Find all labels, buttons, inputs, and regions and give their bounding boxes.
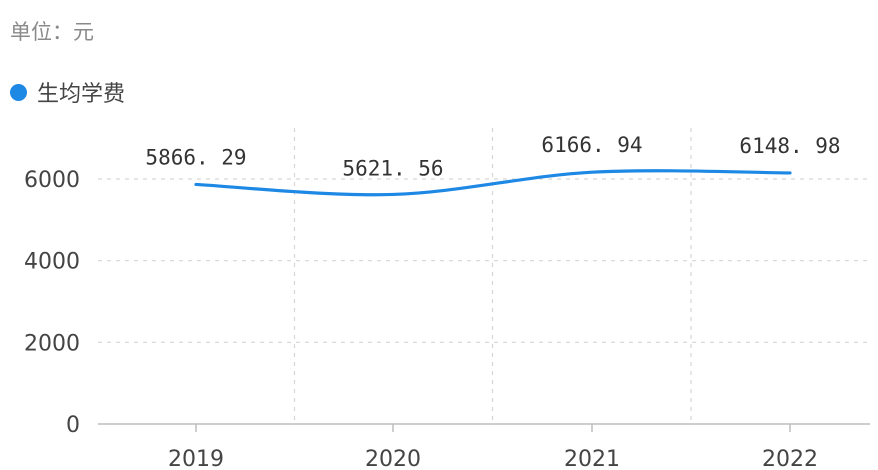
legend-marker-icon (10, 83, 27, 101)
unit-label: 单位：元 (10, 20, 94, 44)
y-tick-label: 2000 (24, 331, 80, 356)
series (194, 169, 792, 197)
y-tick-label: 0 (66, 413, 80, 438)
data-label: 5866. 29 (145, 145, 246, 169)
x-axis: 2019 2020 2021 2022 (98, 423, 870, 470)
x-tick-label: 2020 (365, 447, 421, 470)
y-tick-label: 4000 (24, 250, 80, 275)
y-axis: 0 2000 4000 6000 (24, 168, 80, 438)
data-label: 5621. 56 (342, 156, 443, 180)
x-tick-label: 2021 (564, 447, 620, 470)
series-line[interactable] (194, 169, 792, 197)
legend[interactable]: 生均学费 (10, 76, 125, 108)
legend-label: 生均学费 (37, 82, 126, 107)
x-tick-label: 2022 (762, 447, 818, 470)
data-label: 6148. 98 (739, 134, 840, 158)
data-labels: 5866. 29 5621. 56 6166. 94 6148. 98 (145, 133, 840, 180)
data-label: 6166. 94 (541, 133, 642, 157)
x-tick-label: 2019 (168, 447, 224, 470)
grid (98, 128, 870, 424)
y-tick-label: 6000 (24, 168, 80, 193)
